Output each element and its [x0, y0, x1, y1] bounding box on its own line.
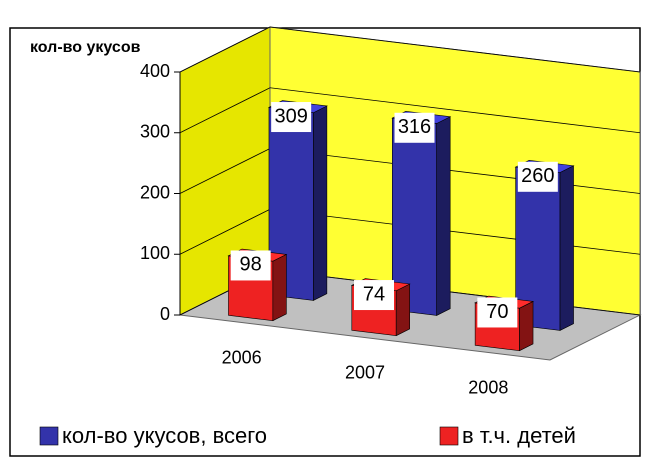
legend-label: кол-во укусов, всего — [62, 423, 267, 448]
grid-line — [179, 26, 641, 73]
bar-side — [272, 253, 287, 322]
value-label-box — [230, 250, 271, 281]
bar-side — [436, 116, 451, 316]
x-tick-label: 2008 — [468, 377, 508, 397]
bar-side — [395, 283, 411, 337]
value-label-box — [394, 112, 435, 143]
bar-side — [313, 105, 328, 301]
bar-side — [559, 165, 574, 331]
grid-line — [179, 87, 641, 134]
value-label-box — [354, 280, 394, 311]
value-label: 260 — [521, 165, 554, 187]
value-label-box — [477, 297, 518, 328]
x-tick-label: 2006 — [222, 347, 262, 367]
y-tick-label: 200 — [140, 182, 170, 202]
value-label-box — [517, 161, 558, 192]
y-tick-label: 400 — [140, 61, 170, 81]
value-label: 70 — [486, 301, 508, 323]
value-label: 98 — [240, 254, 262, 276]
value-label: 74 — [363, 283, 385, 305]
legend-swatch — [439, 426, 459, 446]
y-tick-label: 300 — [140, 122, 170, 142]
y-tick-label: 0 — [160, 304, 170, 324]
y-axis-label: кол-во укусов — [30, 39, 141, 56]
value-label-box — [271, 102, 312, 133]
bar-side — [519, 300, 534, 352]
y-tick-label: 100 — [140, 243, 170, 263]
legend-label: в т.ч. детей — [462, 423, 576, 448]
legend-swatch — [39, 426, 59, 446]
value-label: 316 — [398, 116, 431, 138]
value-label: 309 — [274, 105, 307, 127]
x-tick-label: 2007 — [345, 362, 385, 382]
